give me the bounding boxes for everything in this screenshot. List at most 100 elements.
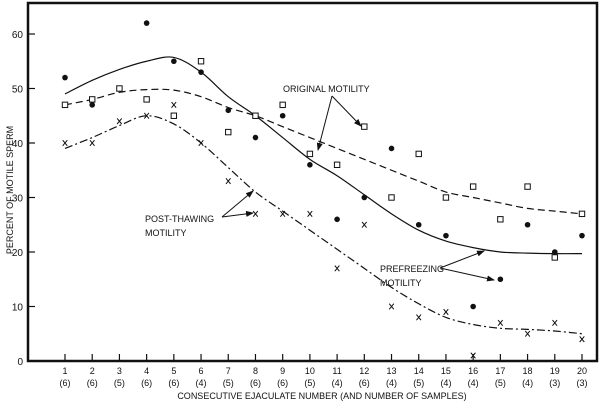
x-sample-count: (4) bbox=[440, 378, 451, 388]
x-sample-count: (4) bbox=[386, 378, 397, 388]
y-tick-label: 30 bbox=[12, 194, 24, 205]
data-point-prefreezing bbox=[443, 232, 449, 239]
data-point-post-thawing bbox=[416, 314, 422, 321]
plot-frame bbox=[26, 1, 599, 363]
data-point-original bbox=[116, 85, 123, 92]
x-tick-label: 14 bbox=[414, 366, 424, 376]
y-tick-label: 20 bbox=[12, 248, 24, 259]
data-point-prefreezing bbox=[143, 20, 150, 26]
annotation-label: ORIGINAL MOTILITY bbox=[283, 84, 370, 94]
data-point-original bbox=[361, 123, 368, 130]
y-tick-label: 60 bbox=[12, 30, 24, 41]
data-point-prefreezing bbox=[551, 249, 558, 255]
x-tick-label: 10 bbox=[305, 366, 315, 376]
data-point-prefreezing bbox=[388, 145, 395, 152]
x-marker bbox=[443, 308, 449, 316]
data-point-post-thawing bbox=[116, 118, 123, 125]
x-axis-label: CONSECUTIVE EJACULATE NUMBER (AND NUMBER… bbox=[177, 391, 466, 401]
data-point-prefreezing bbox=[497, 276, 504, 283]
x-tick-label: 11 bbox=[332, 366, 341, 376]
x-tick-label: 12 bbox=[359, 366, 369, 376]
x-tick-label: 6 bbox=[199, 366, 204, 376]
x-marker bbox=[579, 336, 585, 343]
x-marker bbox=[89, 139, 95, 147]
x-sample-count: (3) bbox=[576, 378, 587, 388]
annotation-arrow bbox=[439, 250, 485, 269]
data-point-original bbox=[469, 183, 477, 190]
x-sample-count: (5) bbox=[413, 378, 424, 388]
data-point-original bbox=[497, 216, 504, 223]
x-marker bbox=[334, 265, 340, 272]
data-point-prefreezing bbox=[252, 134, 259, 141]
data-point-original bbox=[170, 112, 178, 119]
x-sample-count: (4) bbox=[196, 378, 207, 388]
x-tick-label: 13 bbox=[387, 366, 397, 376]
data-point-original bbox=[143, 96, 150, 103]
x-tick-label: 7 bbox=[226, 366, 231, 376]
x-tick-label: 17 bbox=[495, 366, 505, 376]
x-sample-count: (6) bbox=[60, 378, 71, 388]
data-point-original bbox=[415, 150, 422, 158]
annotation-label: MOTILITY bbox=[380, 278, 422, 288]
x-sample-count: (5) bbox=[223, 378, 234, 388]
curve-solid bbox=[64, 56, 582, 255]
data-point-original bbox=[388, 194, 395, 201]
data-point-original bbox=[551, 254, 558, 261]
x-sample-count: (6) bbox=[277, 378, 288, 388]
x-tick-label: 2 bbox=[90, 366, 95, 376]
data-point-original bbox=[225, 128, 232, 136]
data-point-post-thawing bbox=[143, 112, 150, 119]
data-point-original bbox=[442, 194, 450, 201]
data-point-post-thawing bbox=[89, 139, 95, 147]
x-sample-count: (6) bbox=[168, 378, 179, 388]
x-sample-count: (5) bbox=[495, 378, 506, 388]
y-tick-label: 10 bbox=[12, 303, 24, 314]
y-tick-label: 50 bbox=[12, 85, 24, 96]
data-point-prefreezing bbox=[89, 102, 96, 108]
data-point-original bbox=[524, 183, 531, 190]
curve-dash-dot bbox=[64, 115, 583, 335]
data-point-prefreezing bbox=[198, 69, 204, 75]
data-point-original bbox=[306, 150, 314, 158]
x-sample-count: (6) bbox=[250, 378, 261, 388]
x-marker bbox=[252, 210, 259, 217]
x-marker bbox=[388, 303, 395, 310]
y-tick-label: 40 bbox=[12, 139, 24, 150]
x-tick-label: 4 bbox=[144, 366, 149, 376]
x-tick-label: 1 bbox=[62, 366, 67, 376]
data-point-prefreezing bbox=[171, 58, 177, 65]
x-marker bbox=[116, 118, 123, 125]
annotation-arrow bbox=[221, 190, 254, 218]
data-point-post-thawing bbox=[252, 210, 259, 217]
y-tick-label: 0 bbox=[17, 357, 23, 368]
x-marker bbox=[470, 352, 476, 359]
x-marker bbox=[552, 319, 558, 326]
x-marker bbox=[62, 139, 68, 147]
data-point-post-thawing bbox=[279, 210, 286, 217]
x-marker bbox=[361, 221, 367, 228]
data-point-original bbox=[61, 101, 69, 109]
data-point-post-thawing bbox=[388, 303, 395, 310]
data-point-post-thawing bbox=[552, 319, 558, 326]
x-sample-count: (4) bbox=[332, 378, 343, 388]
data-point-original bbox=[578, 210, 586, 218]
x-tick-label: 9 bbox=[280, 366, 285, 376]
x-tick-label: 16 bbox=[468, 366, 478, 376]
x-marker bbox=[225, 178, 231, 185]
x-tick-label: 3 bbox=[117, 366, 122, 376]
x-tick-label: 20 bbox=[577, 366, 587, 376]
x-sample-count: (5) bbox=[114, 378, 125, 388]
data-point-original bbox=[333, 161, 341, 169]
x-sample-count: (6) bbox=[87, 378, 98, 388]
data-point-original bbox=[279, 101, 286, 109]
data-point-prefreezing bbox=[361, 194, 368, 201]
data-point-post-thawing bbox=[307, 210, 313, 217]
x-sample-count: (6) bbox=[141, 378, 152, 388]
data-point-prefreezing bbox=[334, 216, 340, 223]
annotation-arrow bbox=[316, 95, 333, 151]
data-point-prefreezing bbox=[524, 221, 531, 228]
data-point-post-thawing bbox=[62, 139, 68, 147]
x-marker bbox=[198, 139, 204, 147]
data-point-prefreezing bbox=[62, 74, 68, 81]
